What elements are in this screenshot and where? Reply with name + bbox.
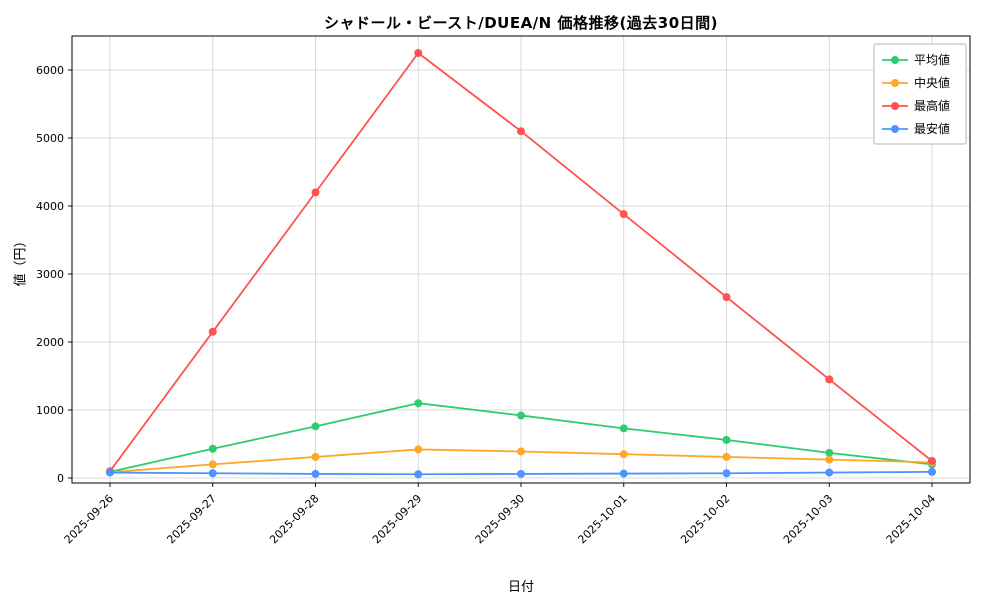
series-marker-3 xyxy=(825,468,834,477)
y-tick-label: 6000 xyxy=(36,64,64,77)
legend-label: 最高値 xyxy=(914,98,950,113)
y-tick-label: 5000 xyxy=(36,132,64,145)
legend-label: 平均値 xyxy=(914,52,950,67)
series-marker-2 xyxy=(414,49,423,57)
grid xyxy=(72,36,970,483)
chart-title: シャドール・ビースト/DUEA/N 価格推移(過去30日間) xyxy=(323,14,719,32)
series-marker-1 xyxy=(517,447,525,456)
legend-label: 中央値 xyxy=(914,75,950,90)
series-marker-1 xyxy=(414,445,423,454)
series-marker-3 xyxy=(208,469,217,478)
series-marker-3 xyxy=(928,467,936,476)
x-tick-label: 2025-09-30 xyxy=(473,492,527,546)
x-tick-label: 2025-10-01 xyxy=(575,492,629,546)
series-marker-1 xyxy=(311,452,320,461)
series-marker-2 xyxy=(208,327,217,336)
series-marker-1 xyxy=(619,450,628,459)
legend-marker-sample xyxy=(891,102,899,110)
y-tick-label: 4000 xyxy=(36,200,64,213)
series-marker-2 xyxy=(825,375,834,384)
series-marker-3 xyxy=(517,469,525,478)
x-tick-label: 2025-09-27 xyxy=(164,492,218,546)
series-marker-1 xyxy=(208,460,217,469)
series-marker-2 xyxy=(619,210,628,219)
x-tick-label: 2025-10-03 xyxy=(781,492,835,546)
x-tick-label: 2025-09-28 xyxy=(267,492,321,546)
series-marker-0 xyxy=(208,444,217,453)
series-marker-1 xyxy=(722,452,731,461)
series-marker-0 xyxy=(619,424,628,433)
series-marker-3 xyxy=(414,470,423,479)
x-axis-label: 日付 xyxy=(507,580,534,595)
series-marker-0 xyxy=(311,422,320,431)
legend-marker-sample xyxy=(891,79,899,87)
legend-marker-sample xyxy=(891,125,899,133)
legend-marker-sample xyxy=(891,56,899,64)
x-tick-label: 2025-09-29 xyxy=(370,492,424,546)
series-marker-1 xyxy=(825,455,834,464)
legend-label: 最安値 xyxy=(914,121,950,136)
x-tick-label: 2025-10-02 xyxy=(678,492,732,546)
series-marker-2 xyxy=(722,293,731,302)
series-marker-3 xyxy=(106,468,114,477)
x-tick-label: 2025-10-04 xyxy=(884,492,938,546)
y-tick-label: 0 xyxy=(57,472,64,485)
series-marker-3 xyxy=(619,469,628,478)
series-marker-2 xyxy=(311,188,320,197)
series-marker-0 xyxy=(722,435,731,444)
series-marker-0 xyxy=(517,411,525,420)
legend-box xyxy=(873,43,967,145)
series-marker-0 xyxy=(414,399,423,408)
series-marker-0 xyxy=(825,448,834,457)
axis-ticks xyxy=(68,69,933,487)
series-marker-2 xyxy=(517,127,525,136)
y-tick-label: 3000 xyxy=(36,268,64,281)
series-marker-3 xyxy=(722,469,731,478)
series-marker-2 xyxy=(928,457,936,465)
y-tick-label: 1000 xyxy=(36,404,64,417)
y-tick-label: 2000 xyxy=(36,336,64,349)
series-marker-3 xyxy=(311,469,320,478)
x-tick-label: 2025-09-26 xyxy=(62,492,116,546)
